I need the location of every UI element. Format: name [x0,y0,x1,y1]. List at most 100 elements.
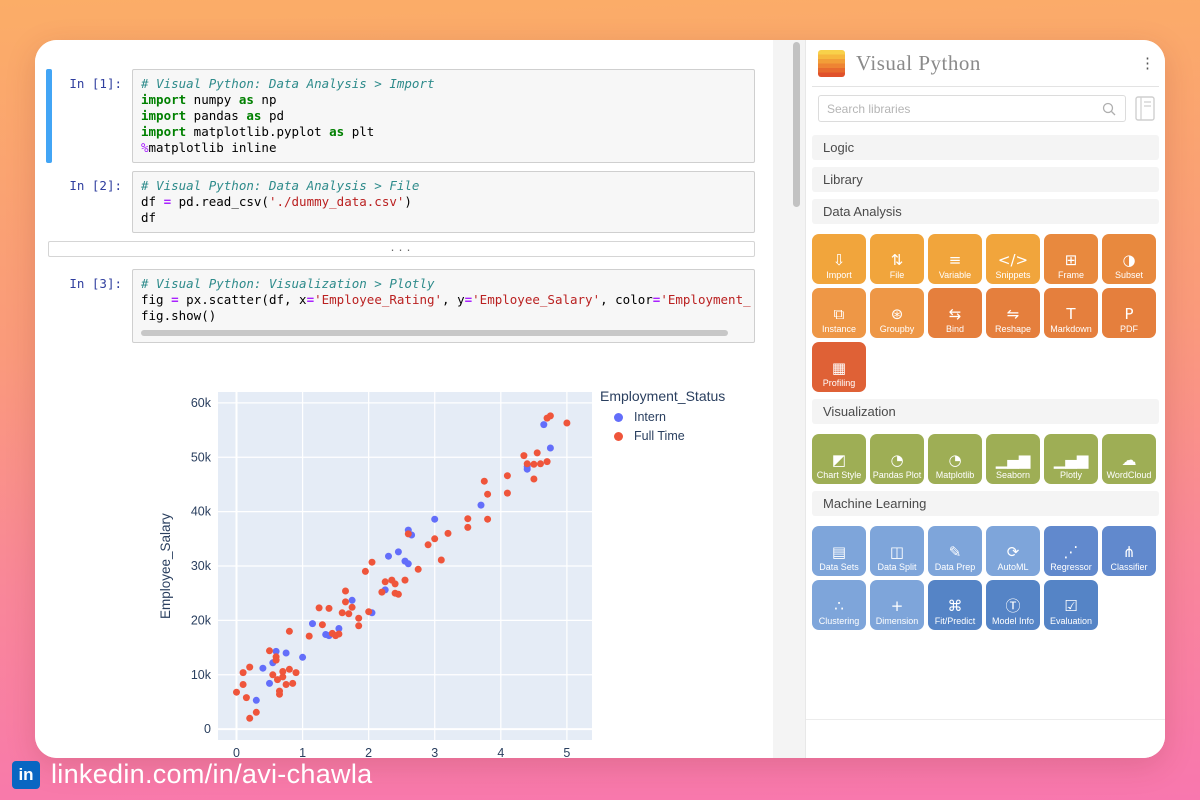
app-label: Clustering [819,616,860,627]
fit-predict-app-button[interactable]: ⌘Fit/Predict [928,580,982,630]
cell-prompt: In [2]: [48,171,132,233]
scatter-point [438,557,445,564]
scatter-plot-canvas[interactable]: 012345010k20k30k40k50k60k [178,384,596,758]
app-label: Evaluation [1050,616,1092,627]
kebab-menu-icon[interactable]: ⋮ [1140,56,1155,71]
scatter-point [286,628,293,635]
section-header-visualization[interactable]: Visualization [812,399,1159,424]
code-editor[interactable]: # Visual Python: Data Analysis > Filedf … [132,171,755,233]
legend-item-intern[interactable]: Intern [600,410,770,424]
scatter-point [266,680,273,687]
scatter-point [243,694,250,701]
scatter-point [355,622,362,629]
scatter-point [392,580,399,587]
notebook-cell[interactable]: In [2]:# Visual Python: Data Analysis > … [48,171,755,233]
markdown-app-button[interactable]: TMarkdown [1044,288,1098,338]
model-info-app-button[interactable]: ⓉModel Info [986,580,1040,630]
reshape-pivot-icon: ⇋ [1007,306,1020,323]
scatter-point [540,421,547,428]
app-label: Data Split [877,562,916,573]
model-info-icon: Ⓣ [1005,598,1020,615]
section-header-data-analysis[interactable]: Data Analysis [812,199,1159,224]
search-icon[interactable] [1101,101,1117,117]
subset-app-button[interactable]: ◑Subset [1102,234,1156,284]
code-line: import numpy as np [141,92,746,108]
scatter-point [464,515,471,522]
frame-app-button[interactable]: ⊞Frame [1044,234,1098,284]
search-input[interactable] [827,102,1101,116]
cell-prompt: In [1]: [48,69,132,163]
data-prep-app-button[interactable]: ✎Data Prep [928,526,982,576]
notebook-area: In [1]:# Visual Python: Data Analysis > … [35,40,773,758]
scatter-point [253,697,260,704]
scatter-point [319,621,326,628]
scatter-point [464,524,471,531]
dimension-axes-icon: + [891,598,904,615]
app-label: Matplotlib [936,470,975,481]
scatter-point [431,535,438,542]
scatter-point [524,460,531,467]
clustering-app-button[interactable]: ∴Clustering [812,580,866,630]
legend-marker [614,413,623,422]
scatter-point [339,609,346,616]
file-app-button[interactable]: ⇅File [870,234,924,284]
markdown-text-icon: T [1066,306,1075,323]
dimension-app-button[interactable]: +Dimension [870,580,924,630]
regressor-app-button[interactable]: ⋰Regressor [1044,526,1098,576]
app-label: Classifier [1110,562,1147,573]
wordcloud-app-button[interactable]: ☁WordCloud [1102,434,1156,484]
instance-app-button[interactable]: ⧉Instance [812,288,866,338]
scatter-point [481,478,488,485]
groupby-app-button[interactable]: ⊛Groupby [870,288,924,338]
vertical-scrollbar-thumb[interactable] [793,42,800,207]
horizontal-scrollbar-thumb[interactable] [141,330,728,336]
scatter-point [342,588,349,595]
board-list-icon[interactable] [1135,96,1155,121]
data-split-app-button[interactable]: ◫Data Split [870,526,924,576]
pdf-app-button[interactable]: PPDF [1102,288,1156,338]
chart-style-app-button[interactable]: ◩Chart Style [812,434,866,484]
y-tick-label: 50k [191,450,212,464]
matplotlib-app-button[interactable]: ◔Matplotlib [928,434,982,484]
bind-app-button[interactable]: ⇆Bind [928,288,982,338]
scatter-point [362,568,369,575]
code-line: # Visual Python: Data Analysis > File [141,178,746,194]
section-header-machine-learning[interactable]: Machine Learning [812,491,1159,516]
app-label: Fit/Predict [935,616,976,627]
data-sets-app-button[interactable]: ▤Data Sets [812,526,866,576]
import-app-button[interactable]: ⇩Import [812,234,866,284]
code-editor[interactable]: # Visual Python: Visualization > Plotlyf… [132,269,755,343]
search-box [818,95,1126,122]
code-line: # Visual Python: Visualization > Plotly [141,276,746,292]
notebook-cell[interactable]: In [3]:# Visual Python: Visualization > … [48,269,755,343]
pandas-plot-app-button[interactable]: ◔Pandas Plot [870,434,924,484]
classifier-app-button[interactable]: ⋔Classifier [1102,526,1156,576]
collapsed-output[interactable]: ... [48,241,755,257]
scatter-point [547,412,554,419]
seaborn-app-button[interactable]: ▁▄▆Seaborn [986,434,1040,484]
section-header-logic[interactable]: Logic [812,135,1159,160]
file-transfer-icon: ⇅ [891,252,904,269]
variable-app-button[interactable]: ≡Variable [928,234,982,284]
code-editor[interactable]: # Visual Python: Data Analysis > Importi… [132,69,755,163]
automl-app-button[interactable]: ⟳AutoML [986,526,1040,576]
reshape-app-button[interactable]: ⇋Reshape [986,288,1040,338]
profiling-app-button[interactable]: ▦Profiling [812,342,866,392]
app-grid: ▤Data Sets◫Data Split✎Data Prep⟳AutoML⋰R… [812,526,1159,630]
scatter-point [563,420,570,427]
legend-item-full-time[interactable]: Full Time [600,429,770,443]
scatter-point [395,591,402,598]
section-header-library[interactable]: Library [812,167,1159,192]
scatter-point [382,578,389,585]
subset-circle-icon: ◑ [1122,252,1135,269]
snippets-app-button[interactable]: </>Snippets [986,234,1040,284]
app-label: Model Info [992,616,1034,627]
evaluation-app-button[interactable]: ☑Evaluation [1044,580,1098,630]
code-line: # Visual Python: Data Analysis > Import [141,76,746,92]
fit-predict-network-icon: ⌘ [948,598,963,615]
panel-title: Visual Python [856,51,981,76]
notebook-cell[interactable]: In [1]:# Visual Python: Data Analysis > … [48,69,755,163]
plotly-app-button[interactable]: ▁▄▆Plotly [1044,434,1098,484]
regression-line-icon: ⋰ [1064,544,1079,561]
instance-blocks-icon: ⧉ [834,306,845,323]
